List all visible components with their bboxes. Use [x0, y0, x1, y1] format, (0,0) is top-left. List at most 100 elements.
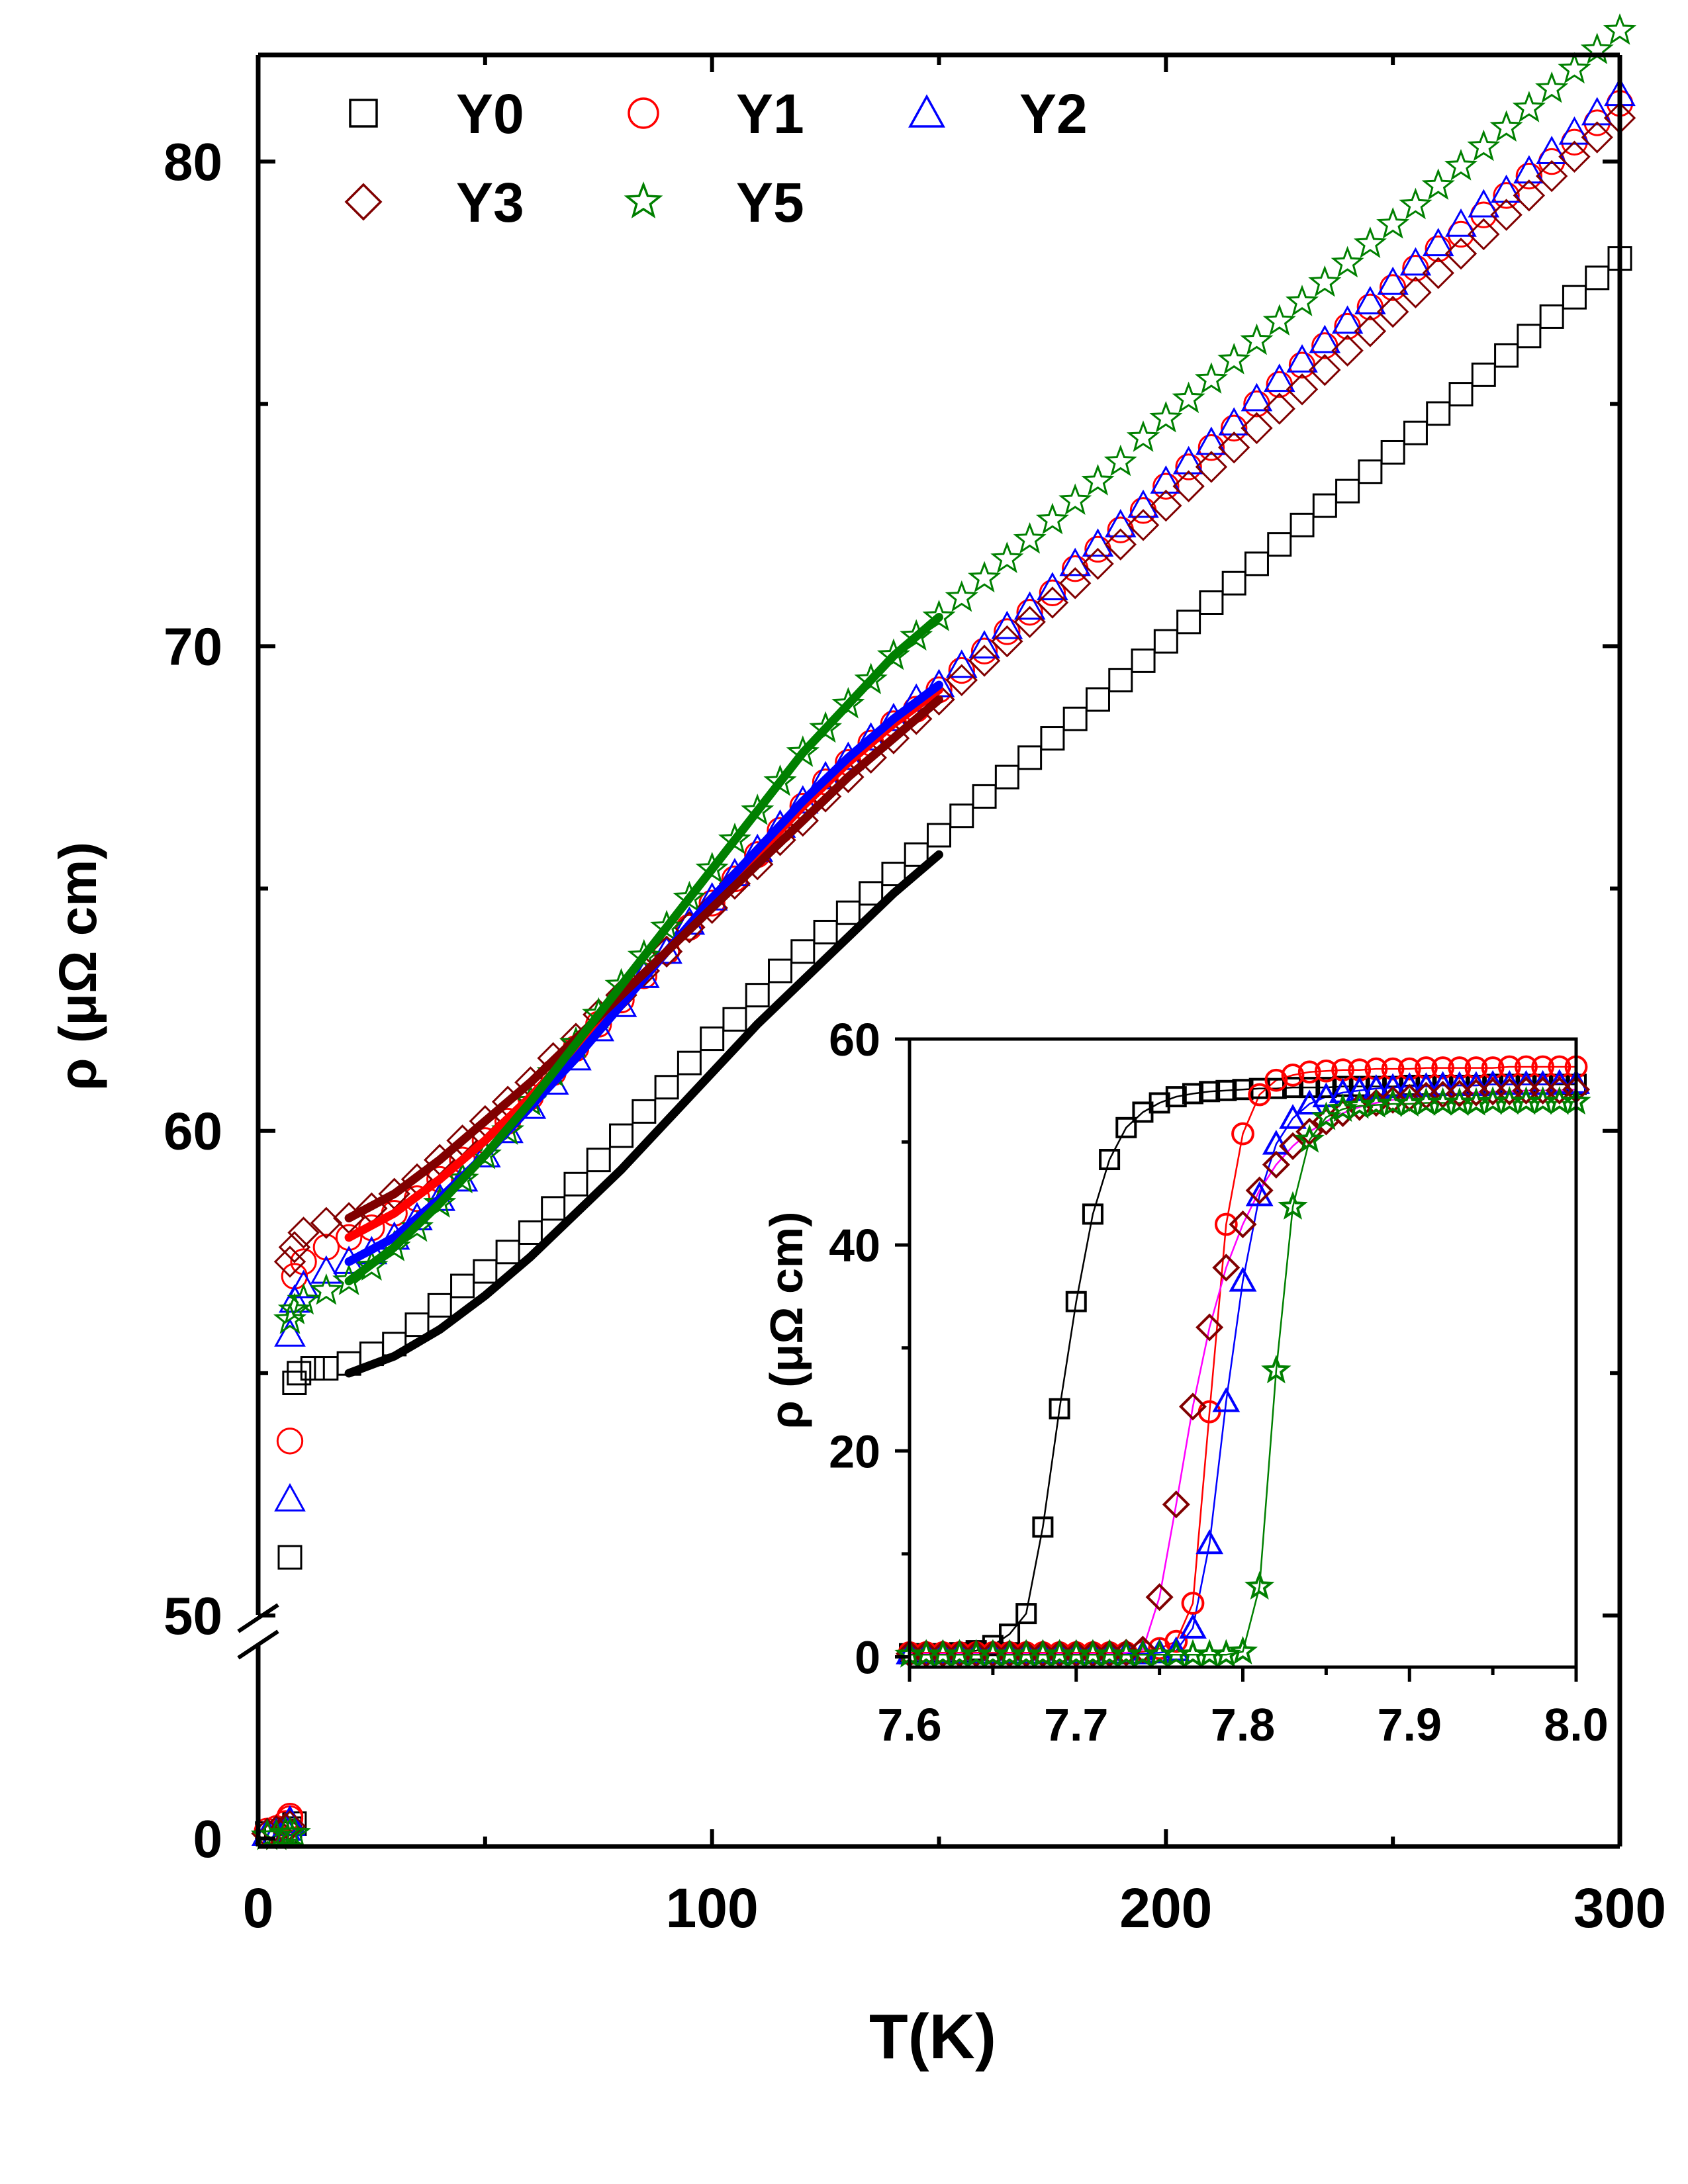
- main-point-Y5: [1081, 464, 1115, 496]
- main-point-Y2: [274, 1318, 306, 1347]
- main-point-Y3: [1195, 451, 1228, 483]
- main-point-Y5: [259, 1818, 293, 1850]
- inset-x-tick-label: 7.9: [1378, 1699, 1442, 1751]
- main-point-Y0: [1108, 668, 1133, 693]
- main-point-Y2: [1468, 189, 1500, 218]
- main-point-Y2: [1104, 508, 1137, 537]
- inset-point-Y0: [1149, 1092, 1170, 1114]
- inset-point-Y1: [1297, 1060, 1321, 1084]
- main-point-Y3: [1399, 276, 1432, 309]
- main-point-Y0: [609, 1123, 634, 1148]
- inset-point-Y2: [1229, 1266, 1257, 1292]
- inset-x-tick-label: 7.8: [1211, 1699, 1275, 1751]
- main-point-Y3: [1354, 315, 1387, 347]
- main-point-Y0: [1539, 304, 1564, 329]
- main-point-Y1: [276, 1428, 304, 1455]
- main-y-tick-label: 0: [193, 1809, 223, 1868]
- main-point-Y3: [1172, 470, 1205, 502]
- main-point-Y5: [1580, 32, 1614, 65]
- main-point-Y0: [541, 1196, 566, 1221]
- main-point-Y0: [745, 983, 770, 1008]
- main-point-Y5: [277, 1816, 311, 1848]
- inset-point-Y5: [1278, 1191, 1308, 1220]
- main-point-Y2: [1037, 572, 1068, 601]
- main-point-Y5: [1512, 91, 1546, 122]
- main-point-Y2: [1354, 286, 1386, 314]
- main-point-Y3: [991, 625, 1023, 658]
- inset-point-Y2: [1212, 1387, 1241, 1412]
- main-point-Y2: [991, 610, 1023, 639]
- inset-y-tick-label: 60: [829, 1014, 880, 1066]
- main-point-Y0: [1403, 420, 1428, 445]
- main-point-Y2: [1172, 445, 1205, 475]
- main-point-Y3: [1422, 257, 1454, 289]
- main-y-axis-label: ρ (μΩ cm): [48, 842, 107, 1091]
- main-point-Y3: [1535, 159, 1568, 193]
- inset-point-Y3: [1229, 1210, 1257, 1239]
- main-y-tick-label: 60: [164, 1102, 222, 1161]
- main-point-Y0: [700, 1026, 725, 1052]
- main-point-Y1: [1152, 473, 1180, 500]
- main-point-Y3: [287, 1216, 320, 1249]
- main-point-Y5: [1262, 304, 1296, 336]
- inset-point-Y1: [1448, 1056, 1472, 1079]
- inset-point-Y5: [1227, 1635, 1258, 1664]
- main-point-Y3: [1217, 431, 1250, 464]
- main-point-Y3: [1468, 218, 1500, 251]
- inset-x-tick-label: 7.6: [877, 1699, 941, 1751]
- main-point-Y2: [1536, 136, 1568, 164]
- main-point-Y0: [1176, 610, 1201, 635]
- inset-point-Y3: [1112, 1639, 1141, 1667]
- inset-point-Y0: [1182, 1083, 1203, 1105]
- main-point-Y0: [404, 1312, 430, 1338]
- main-point-Y0: [1448, 382, 1474, 407]
- main-point-Y3: [1150, 489, 1182, 522]
- main-point-Y0: [1062, 706, 1088, 731]
- main-point-Y5: [1467, 129, 1501, 161]
- main-point-Y0: [972, 784, 997, 809]
- main-point-Y5: [1353, 226, 1387, 258]
- inset-point-Y3: [1178, 1392, 1207, 1421]
- main-point-Y5: [1240, 323, 1274, 355]
- main-point-Y0: [1585, 265, 1610, 291]
- inset-point-Y2: [1379, 1073, 1407, 1099]
- inset-point-Y0: [1099, 1149, 1121, 1171]
- main-point-Y2: [1422, 228, 1454, 257]
- legend-label-Y0: Y0: [456, 83, 524, 145]
- inset-point-Y2: [1196, 1529, 1224, 1555]
- main-point-Y0: [1380, 439, 1405, 465]
- main-point-Y0: [495, 1240, 520, 1265]
- main-point-Y1: [312, 1234, 340, 1261]
- main-point-Y1: [1515, 162, 1543, 190]
- main-point-Y1: [1493, 182, 1520, 209]
- main-point-Y5: [1535, 71, 1569, 103]
- main-point-Y5: [1331, 246, 1364, 278]
- main-point-Y2: [1218, 407, 1250, 436]
- main-point-Y0: [994, 764, 1019, 790]
- inset-point-Y1: [1397, 1057, 1421, 1081]
- main-point-Y3: [1082, 547, 1114, 580]
- main-point-Y0: [586, 1148, 611, 1173]
- main-point-Y0: [859, 881, 884, 906]
- main-point-Y0: [300, 1356, 325, 1381]
- main-point-Y5: [1217, 342, 1251, 375]
- main-point-Y3: [1286, 373, 1319, 406]
- main-point-Y0: [287, 1361, 312, 1386]
- inset-point-Y3: [1212, 1253, 1241, 1282]
- inset-plot: 7.6 7.7 7.8 7.9 8.0 0 20 40 60 T(K) ρ (μΩ cm): [761, 1014, 1609, 2184]
- main-point-Y2: [310, 1255, 342, 1284]
- inset-point-Y2: [1395, 1071, 1424, 1097]
- main-point-Y0: [518, 1220, 543, 1245]
- inset-point-Y1: [1381, 1057, 1405, 1081]
- main-point-Y5: [1126, 420, 1160, 452]
- main-point-Y1: [1197, 433, 1225, 461]
- main-point-Y5: [423, 1186, 457, 1218]
- main-point-Y5: [1558, 52, 1591, 84]
- inset-x-tick-label: 7.7: [1044, 1699, 1108, 1751]
- axis-break-mark: [237, 1629, 279, 1660]
- main-point-Y5: [1172, 381, 1205, 414]
- main-point-Y3: [1241, 412, 1273, 445]
- main-point-Y3: [1058, 567, 1092, 600]
